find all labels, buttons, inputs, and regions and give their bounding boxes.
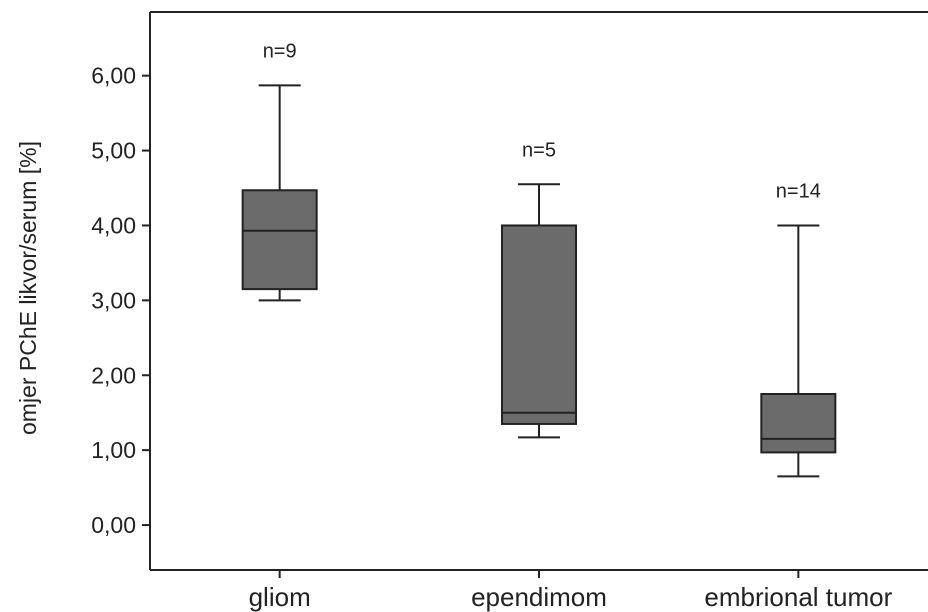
n-label: n=9	[263, 40, 297, 62]
n-label: n=5	[522, 139, 556, 161]
y-tick-label: 6,00	[91, 63, 136, 89]
y-tick-label: 5,00	[91, 138, 136, 164]
box-iqr	[241, 189, 318, 291]
y-axis-label: omjer PChE likvor/serum [%]	[15, 141, 41, 435]
y-tick-label: 4,00	[91, 212, 136, 238]
x-tick-label: ependimom	[471, 582, 607, 612]
y-tick-label: 3,00	[91, 287, 136, 313]
y-ticks: 0,00 1,00 2,00 3,00 4,00 5,00 6,00	[91, 63, 150, 538]
boxes: n=9 n=5 n=14	[241, 40, 837, 478]
box-iqr	[501, 224, 577, 425]
n-label: n=14	[776, 180, 821, 202]
box-iqr	[760, 392, 837, 454]
x-labels: gliom ependimom embrional tumor	[249, 570, 893, 612]
y-tick-label: 2,00	[91, 362, 136, 388]
y-tick-label: 0,00	[91, 512, 136, 538]
x-tick-label: gliom	[249, 582, 311, 612]
y-tick-label: 1,00	[91, 437, 136, 463]
x-tick-label: embrional tumor	[704, 582, 892, 612]
